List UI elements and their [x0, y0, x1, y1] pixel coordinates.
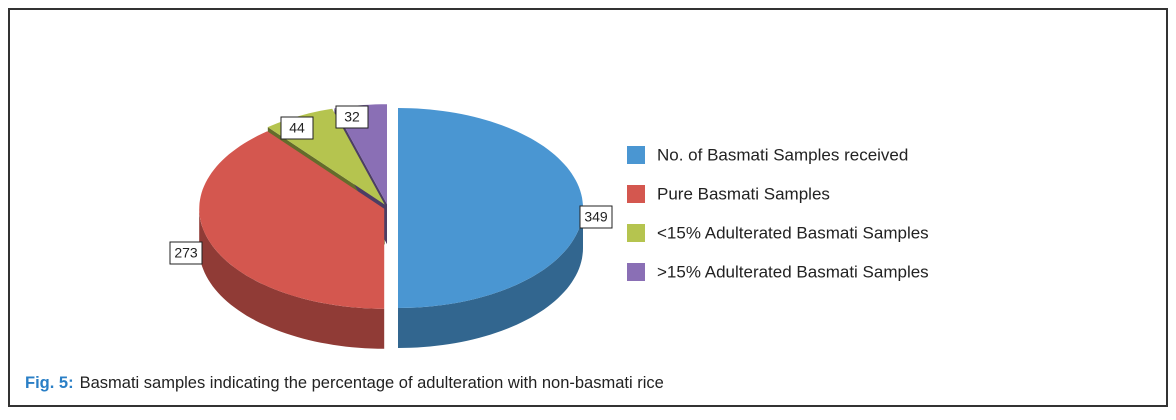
legend-label: >15% Adulterated Basmati Samples	[657, 262, 929, 281]
data-label: 32	[344, 109, 360, 125]
slice	[199, 131, 385, 309]
legend-label: Pure Basmati Samples	[657, 184, 830, 203]
legend-label: No. of Basmati Samples received	[657, 145, 908, 164]
data-label-box	[335, 105, 369, 129]
data-label: 44	[289, 120, 305, 136]
caption-text: Basmati samples indicating the percentag…	[80, 374, 664, 392]
legend-label: <15% Adulterated Basmati Samples	[657, 223, 929, 242]
data-label-box	[280, 116, 314, 140]
slice-side	[199, 208, 385, 349]
slice	[398, 108, 583, 308]
legend-swatch	[627, 185, 645, 203]
fig-label: Fig. 5:	[25, 374, 74, 392]
slice	[334, 104, 387, 205]
legend-swatch	[627, 224, 645, 242]
legend-swatch	[627, 263, 645, 281]
legend-swatch	[627, 146, 645, 164]
caption: Fig. 5: Basmati samples indicating the pe…	[25, 374, 664, 392]
data-label-box	[579, 205, 613, 229]
slice-side	[398, 208, 583, 348]
data-label-box	[169, 241, 203, 265]
data-label: 349	[584, 209, 608, 225]
data-label: 273	[174, 245, 198, 261]
